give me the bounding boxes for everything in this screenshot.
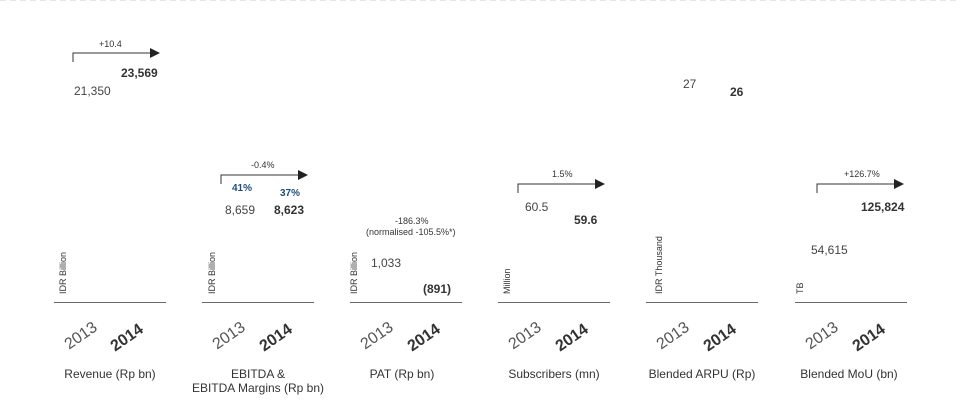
caption-revenue: Revenue (Rp bn) bbox=[64, 367, 156, 381]
year-label-pat-2014: 2014 bbox=[404, 320, 444, 356]
axis-unit-revenue: IDR Billion bbox=[58, 251, 68, 294]
change-arrow-revenue bbox=[72, 48, 160, 62]
margin-label-2013: 41% bbox=[232, 183, 253, 194]
caption-pat: PAT (Rp bn) bbox=[369, 367, 435, 381]
value-label-subscribers-2014: 59.6 bbox=[574, 213, 598, 227]
change-arrow-mou bbox=[816, 179, 904, 193]
year-label-subscribers-2013: 2013 bbox=[505, 318, 545, 354]
change-label-subscribers: 1.5% bbox=[552, 169, 573, 179]
change-label-ebitda: -0.4% bbox=[251, 160, 275, 170]
value-label-ebitda-2014: 8,623 bbox=[274, 203, 305, 217]
top-divider bbox=[0, 0, 960, 1]
change-note-pat: (normalised -105.5%*) bbox=[366, 227, 456, 237]
change-arrow-ebitda bbox=[220, 170, 308, 184]
change-label-revenue: +10.4 bbox=[99, 39, 122, 49]
caption-ebitda-line1: EBITDA & bbox=[230, 367, 286, 381]
year-label-mou-2014: 2014 bbox=[849, 320, 889, 356]
value-label-pat-2013: 1,033 bbox=[371, 256, 402, 270]
change-label-mou: +126.7% bbox=[844, 169, 880, 179]
year-label-ebitda-2013: 2013 bbox=[209, 318, 249, 354]
caption-arpu: Blended ARPU (Rp) bbox=[648, 367, 756, 381]
value-label-arpu-2013: 27 bbox=[683, 77, 697, 91]
value-label-subscribers-2013: 60.5 bbox=[525, 200, 549, 214]
axis-unit-arpu: IDR Thousand bbox=[654, 236, 664, 294]
axis-unit-mou: TB bbox=[795, 282, 805, 294]
caption-ebitda-line2: EBITDA Margins (Rp bn) bbox=[191, 381, 325, 395]
year-label-revenue-2014: 2014 bbox=[107, 320, 147, 356]
axis-unit-pat: IDR Billion bbox=[349, 251, 359, 294]
axis-line-subscribers bbox=[498, 302, 610, 303]
year-label-ebitda-2014: 2014 bbox=[256, 320, 296, 356]
value-label-revenue-2013: 21,350 bbox=[74, 84, 111, 98]
axis-line-pat bbox=[350, 302, 462, 303]
year-label-arpu-2014: 2014 bbox=[700, 320, 740, 356]
value-label-ebitda-2013: 8,659 bbox=[225, 203, 256, 217]
margin-label-2014: 37% bbox=[280, 188, 301, 199]
year-label-subscribers-2014: 2014 bbox=[552, 320, 592, 356]
caption-subscribers: Subscribers (mn) bbox=[508, 367, 600, 381]
change-label-pat: -186.3% bbox=[395, 216, 429, 226]
year-label-arpu-2013: 2013 bbox=[653, 318, 693, 354]
axis-line-mou bbox=[795, 302, 907, 303]
change-arrow-subscribers bbox=[517, 179, 605, 193]
year-label-mou-2013: 2013 bbox=[802, 318, 842, 354]
value-label-mou-2013: 54,615 bbox=[811, 243, 848, 257]
value-label-pat-2014: (891) bbox=[423, 282, 452, 296]
axis-unit-ebitda: IDR Billion bbox=[207, 251, 217, 294]
axis-unit-subscribers: Million bbox=[502, 268, 512, 294]
caption-mou: Blended MoU (bn) bbox=[800, 367, 898, 381]
value-label-arpu-2014: 26 bbox=[730, 85, 744, 99]
value-label-mou-2014: 125,824 bbox=[861, 200, 905, 214]
year-label-pat-2013: 2013 bbox=[357, 318, 397, 354]
axis-line-arpu bbox=[646, 302, 758, 303]
year-label-revenue-2013: 2013 bbox=[61, 318, 101, 354]
axis-line-ebitda bbox=[202, 302, 314, 303]
axis-line-revenue bbox=[54, 302, 166, 303]
value-label-revenue-2014: 23,569 bbox=[121, 66, 158, 80]
